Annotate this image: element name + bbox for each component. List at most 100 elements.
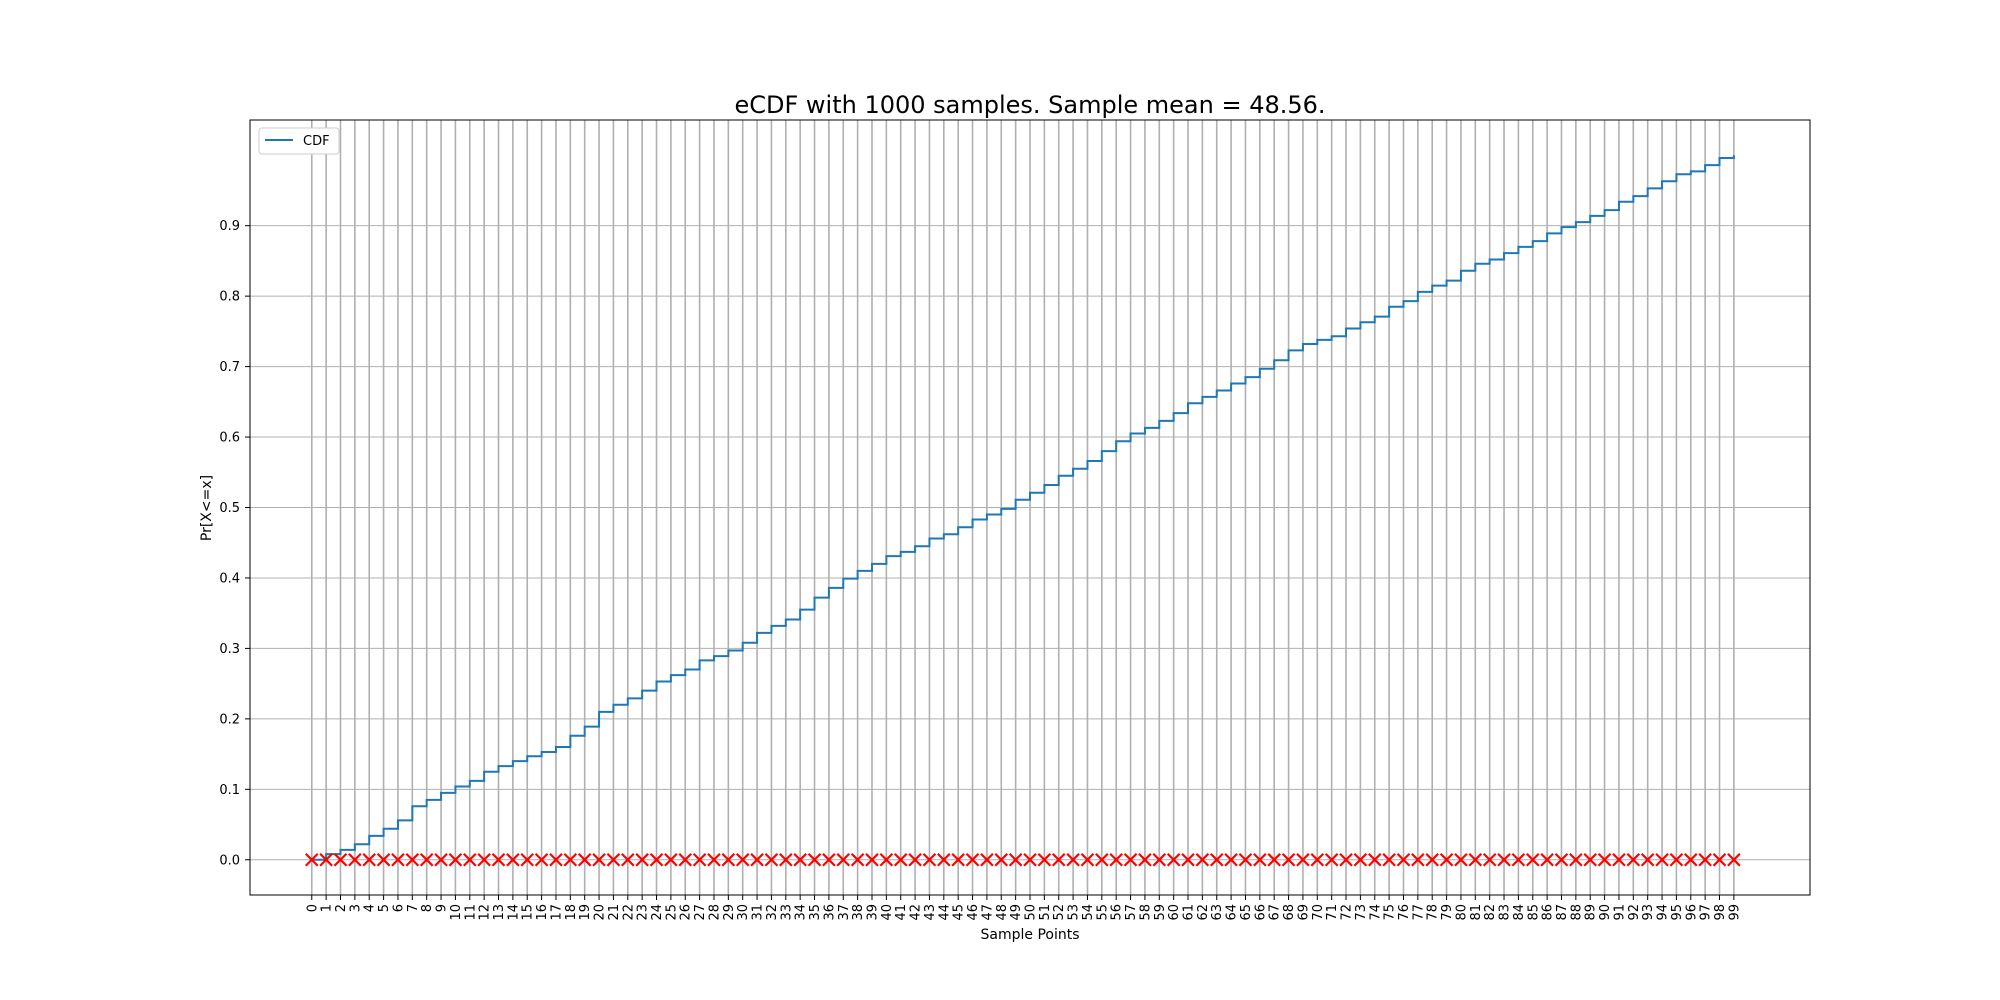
sample-point-marker (1640, 852, 1655, 867)
sample-point-marker (1698, 852, 1712, 867)
marker-stroke (922, 852, 937, 867)
marker-stroke (491, 852, 506, 867)
sample-point-marker (692, 852, 707, 867)
legend-label-cdf: CDF (303, 134, 330, 149)
sample-point-marker (477, 852, 491, 867)
x-tick-label: 48 (995, 904, 1010, 921)
x-tick-label: 58 (1138, 904, 1153, 921)
sample-point-marker (1540, 852, 1554, 867)
marker-stroke (1353, 852, 1368, 867)
x-tick-label: 53 (1067, 904, 1082, 921)
x-tick-label: 68 (1282, 904, 1297, 921)
sample-point-marker (1095, 852, 1109, 867)
x-tick-label: 77 (1411, 904, 1426, 921)
marker-stroke (678, 852, 693, 867)
marker-stroke (506, 852, 520, 867)
sample-point-marker (1712, 852, 1727, 867)
sample-point-marker (1109, 852, 1123, 867)
y-tick-label: 0.8 (219, 290, 240, 305)
sample-point-marker (1597, 852, 1612, 867)
y-tick-label: 0.7 (219, 360, 240, 375)
x-tick-label: 92 (1627, 904, 1642, 921)
y-tick-label: 0.2 (219, 712, 240, 727)
marker-stroke (735, 852, 750, 867)
sample-point-marker (1152, 852, 1167, 867)
x-tick-label: 4 (363, 904, 378, 912)
marker-stroke (1525, 852, 1540, 867)
marker-stroke (376, 852, 391, 867)
sample-point-marker (448, 852, 463, 867)
x-tick-label: 80 (1454, 904, 1469, 921)
x-tick-label: 75 (1383, 904, 1398, 921)
marker-stroke (563, 852, 578, 867)
x-tick-label: 91 (1612, 904, 1627, 921)
x-tick-label: 11 (463, 904, 478, 921)
sample-point-marker (908, 852, 922, 867)
x-tick-label: 90 (1598, 904, 1613, 921)
marker-stroke (606, 852, 621, 867)
marker-stroke (649, 852, 664, 867)
x-tick-label: 57 (1124, 904, 1139, 921)
x-tick-label: 84 (1512, 904, 1527, 921)
x-tick-label: 26 (679, 904, 694, 921)
x-tick-label: 39 (865, 904, 880, 921)
marker-stroke (1037, 852, 1052, 867)
x-tick-label: 59 (1153, 904, 1168, 921)
sample-point-marker (1612, 852, 1626, 867)
sample-point-marker (922, 852, 937, 867)
x-tick-label: 99 (1727, 904, 1742, 921)
sample-point-marker (1080, 852, 1095, 867)
sample-point-marker (635, 852, 649, 867)
marker-stroke (1051, 852, 1066, 867)
marker-stroke (1511, 852, 1526, 867)
sample-point-marker (1037, 852, 1052, 867)
x-tick-label: 6 (391, 904, 406, 912)
marker-stroke (1554, 852, 1569, 867)
sample-point-marker (664, 852, 678, 867)
marker-stroke (434, 852, 448, 867)
x-tick-label: 50 (1024, 904, 1039, 921)
sample-point-marker (1583, 852, 1597, 867)
sample-point-marker (735, 852, 750, 867)
x-tick-label: 24 (650, 904, 665, 921)
marker-stroke (1281, 852, 1296, 867)
x-tick-label: 54 (1081, 904, 1096, 921)
sample-point-marker (463, 852, 477, 867)
sample-point-marker (1525, 852, 1540, 867)
marker-stroke (1655, 852, 1669, 867)
marker-stroke (1439, 852, 1454, 867)
x-tick-label: 18 (564, 904, 579, 921)
sample-point-marker (1253, 852, 1267, 867)
x-tick-label: 89 (1584, 904, 1599, 921)
marker-stroke (879, 852, 894, 867)
x-tick-label: 88 (1569, 904, 1584, 921)
marker-stroke (1008, 852, 1023, 867)
x-tick-label: 82 (1483, 904, 1498, 921)
x-tick-label: 65 (1239, 904, 1254, 921)
marker-stroke (1224, 852, 1238, 867)
marker-stroke (836, 852, 851, 867)
marker-stroke (477, 852, 491, 867)
sample-point-marker (434, 852, 448, 867)
x-tick-label: 43 (923, 904, 938, 921)
y-axis-label: Pr[X<=x] (199, 475, 215, 541)
sample-point-marker (779, 852, 793, 867)
x-tick-label: 38 (851, 904, 866, 921)
sample-point-marker (621, 852, 635, 867)
x-tick-label: 34 (794, 904, 809, 921)
marker-stroke (1066, 852, 1080, 867)
sample-point-marker (1425, 852, 1439, 867)
sample-point-marker (1382, 852, 1396, 867)
marker-stroke (1583, 852, 1597, 867)
marker-stroke (621, 852, 635, 867)
sample-point-marker (1511, 852, 1526, 867)
x-tick-label: 60 (1167, 904, 1182, 921)
sample-point-marker (419, 852, 434, 867)
sample-point-marker (1482, 852, 1497, 867)
marker-stroke (865, 852, 879, 867)
x-tick-label: 44 (937, 904, 952, 921)
x-tick-label: 23 (636, 904, 651, 921)
marker-stroke (1238, 852, 1253, 867)
